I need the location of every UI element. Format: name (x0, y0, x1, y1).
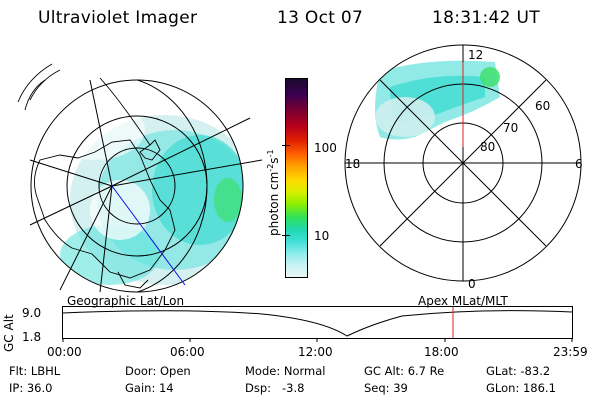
status-dsp: Dsp: -3.8 (245, 381, 305, 395)
mlt-label-6: 6 (575, 157, 583, 171)
colorbar-tickmark (282, 235, 290, 236)
colorbar-tick-10: 10 (314, 229, 330, 243)
colorbar-tickmark (282, 145, 290, 146)
orbit-xtick-0000: 00:00 (47, 345, 82, 359)
color-scale-bar (285, 78, 308, 278)
instrument-title: Ultraviolet Imager (38, 8, 198, 28)
mlat-label-70: 70 (503, 121, 518, 135)
orbit-xtick-2359: 23:59 (553, 345, 588, 359)
mlat-label-80: 80 (480, 140, 495, 154)
orbit-altitude-curve (62, 310, 573, 337)
orbit-xtick-1800: 18:00 (424, 345, 459, 359)
mlt-label-0: 0 (468, 277, 476, 291)
geo-map-label: Geographic Lat/Lon (67, 294, 185, 308)
geo-graticule (29, 79, 263, 293)
colorbar-tick-100: 100 (314, 141, 337, 155)
status-ip: IP: 36.0 (9, 381, 53, 395)
mlat-label-60: 60 (535, 99, 550, 113)
orbit-ytick-min: 1.8 (22, 330, 42, 344)
orbit-altitude-plot (62, 306, 573, 342)
polar-mlat-mlt-map: 12 18 6 0 60 70 80 (344, 44, 583, 291)
status-gain: Gain: 14 (125, 381, 174, 395)
colorbar-unit-label: photon cm-2s-1 (266, 149, 281, 236)
orbit-xtick-1200: 12:00 (298, 345, 333, 359)
mlt-label-18: 18 (345, 157, 360, 171)
status-door: Door: Open (125, 364, 191, 378)
status-seq: Seq: 39 (364, 381, 408, 395)
polar-aurora-image (375, 60, 500, 140)
observation-time: 18:31:42 UT (432, 8, 540, 28)
orbit-ylabel: GC Alt (2, 314, 16, 352)
orbit-xtick-0600: 06:00 (170, 345, 205, 359)
status-glat: GLat: -83.2 (486, 364, 551, 378)
orbit-xticks (62, 338, 573, 342)
orbit-ytick-max: 9.0 (22, 306, 42, 320)
observation-date: 13 Oct 07 (277, 8, 364, 28)
polar-map-label: Apex MLat/MLT (418, 294, 508, 308)
mlt-label-12: 12 (468, 48, 483, 62)
status-glon: GLon: 186.1 (486, 381, 556, 395)
geo-coastline (17, 63, 176, 289)
geographic-map (17, 63, 263, 293)
sun-direction-line (111, 185, 186, 286)
status-filter: Flt: LBHL (9, 364, 61, 378)
geo-aurora-image (45, 100, 243, 285)
status-mode: Mode: Normal (245, 364, 326, 378)
status-gc-alt: GC Alt: 6.7 Re (364, 364, 445, 378)
